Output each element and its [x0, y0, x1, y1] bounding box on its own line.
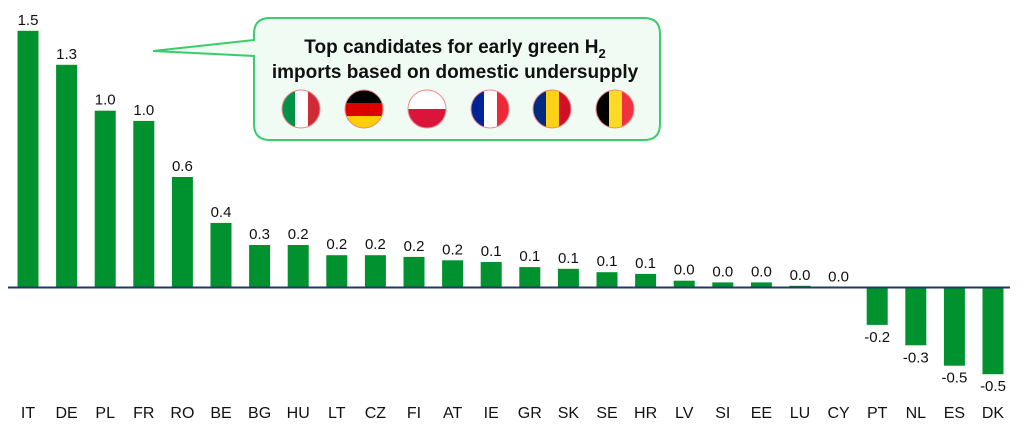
bar-ES — [943, 287, 965, 366]
data-label-LU: 0.0 — [790, 267, 811, 284]
data-label-BG: 0.3 — [249, 226, 270, 243]
poland-flag-icon — [408, 90, 446, 128]
bar-AT — [442, 260, 464, 288]
x-tick-label-NL: NL — [906, 405, 927, 422]
x-tick-label-CZ: CZ — [365, 405, 387, 422]
x-tick-label-PL: PL — [95, 405, 115, 422]
x-tick-label-SI: SI — [715, 405, 730, 422]
bar-SK — [557, 268, 579, 288]
x-tick-label-DE: DE — [55, 405, 77, 422]
bar-NL — [905, 287, 927, 346]
x-tick-label-HU: HU — [287, 405, 310, 422]
bar-LT — [326, 255, 348, 288]
data-label-SE: 0.1 — [597, 253, 618, 270]
data-label-DE: 1.3 — [56, 46, 77, 63]
bar-IT — [17, 30, 39, 288]
bar-HU — [287, 245, 309, 288]
x-tick-label-IE: IE — [484, 405, 499, 422]
x-tick-label-ES: ES — [944, 405, 965, 422]
data-label-NL: -0.3 — [903, 349, 929, 366]
x-tick-label-LT: LT — [328, 405, 346, 422]
data-label-AT: 0.2 — [442, 241, 463, 258]
x-tick-label-DK: DK — [982, 405, 1005, 422]
x-tick-label-FI: FI — [407, 405, 421, 422]
data-label-SI: 0.0 — [712, 263, 733, 280]
x-tick-label-LU: LU — [790, 405, 810, 422]
x-tick-label-AT: AT — [443, 405, 462, 422]
data-label-RO: 0.6 — [172, 158, 193, 175]
data-label-PL: 1.0 — [95, 92, 116, 109]
data-label-IT: 1.5 — [18, 12, 39, 29]
bar-CZ — [364, 255, 386, 288]
callout-subscript: 2 — [599, 46, 606, 61]
data-label-LV: 0.0 — [674, 262, 695, 279]
bar-GR — [519, 267, 541, 288]
data-label-IE: 0.1 — [481, 243, 502, 260]
bar-LV — [673, 280, 695, 288]
x-tick-label-RO: RO — [170, 405, 194, 422]
x-tick-label-PT: PT — [867, 405, 888, 422]
bar-HR — [635, 273, 657, 288]
x-tick-label-SK: SK — [558, 405, 580, 422]
data-label-PT: -0.2 — [864, 329, 890, 346]
data-label-SK: 0.1 — [558, 250, 579, 267]
x-tick-label-BG: BG — [248, 405, 271, 422]
bar-BG — [249, 245, 271, 288]
bar-DE — [56, 64, 78, 288]
x-tick-label-LV: LV — [675, 405, 694, 422]
x-tick-label-HR: HR — [634, 405, 657, 422]
data-label-BE: 0.4 — [211, 204, 232, 221]
x-tick-label-FR: FR — [133, 405, 154, 422]
bar-SE — [596, 272, 618, 288]
data-label-FI: 0.2 — [404, 238, 425, 255]
data-label-CZ: 0.2 — [365, 236, 386, 253]
bar-BE — [210, 222, 232, 288]
bar-EE — [750, 282, 772, 288]
data-label-GR: 0.1 — [519, 248, 540, 265]
data-label-CY: 0.0 — [828, 269, 849, 286]
x-tick-label-BE: BE — [210, 405, 231, 422]
x-tick-label-IT: IT — [21, 405, 35, 422]
x-tick-label-GR: GR — [518, 405, 542, 422]
x-tick-label-CY: CY — [827, 405, 850, 422]
bar-PT — [866, 287, 888, 325]
data-label-DK: -0.5 — [980, 378, 1006, 395]
data-label-HR: 0.1 — [635, 255, 656, 272]
x-tick-label-SE: SE — [596, 405, 617, 422]
x-tick-label-EE: EE — [751, 405, 772, 422]
bar-SI — [712, 282, 734, 288]
data-label-ES: -0.5 — [941, 370, 967, 387]
bar-FR — [133, 120, 155, 288]
callout-title-line2: imports based on domestic undersupply — [272, 62, 639, 83]
svg-text:Top candidates for early green: Top candidates for early green H2 — [304, 37, 605, 61]
bar-PL — [94, 110, 116, 288]
bar-DK — [982, 287, 1004, 375]
bar-RO — [171, 177, 193, 288]
bar-FI — [403, 256, 425, 288]
bar-IE — [480, 262, 502, 288]
callout-title-line1: Top candidates for early green H — [304, 37, 598, 58]
data-label-FR: 1.0 — [133, 102, 154, 119]
data-label-LT: 0.2 — [326, 236, 347, 253]
data-label-EE: 0.0 — [751, 263, 772, 280]
data-label-HU: 0.2 — [288, 226, 309, 243]
callout-box: Top candidates for early green H2 import… — [152, 17, 661, 141]
